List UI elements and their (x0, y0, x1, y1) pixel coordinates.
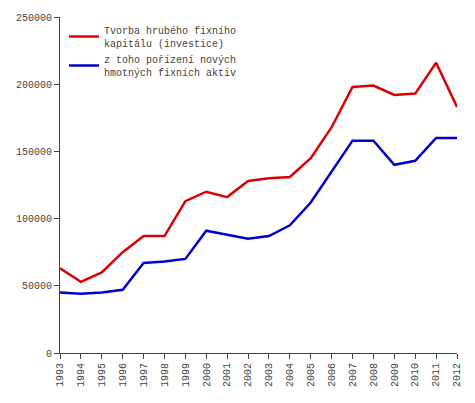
svg-text:50000: 50000 (22, 281, 52, 292)
svg-text:2003: 2003 (264, 363, 275, 387)
svg-text:2002: 2002 (243, 363, 254, 387)
svg-text:2005: 2005 (306, 363, 317, 387)
svg-text:2010: 2010 (410, 363, 421, 387)
svg-text:1993: 1993 (55, 363, 66, 387)
svg-text:250000: 250000 (16, 13, 52, 24)
svg-text:2012: 2012 (452, 363, 463, 387)
svg-text:150000: 150000 (16, 147, 52, 158)
svg-text:2004: 2004 (285, 363, 296, 387)
svg-text:2001: 2001 (222, 363, 233, 387)
svg-text:2006: 2006 (327, 363, 338, 387)
svg-text:1994: 1994 (76, 363, 87, 387)
svg-text:1996: 1996 (118, 363, 129, 387)
svg-text:2011: 2011 (431, 363, 442, 387)
svg-text:2008: 2008 (369, 363, 380, 387)
svg-text:100000: 100000 (16, 214, 52, 225)
svg-text:1998: 1998 (160, 363, 171, 387)
svg-text:2009: 2009 (390, 363, 401, 387)
svg-text:z toho pořízení novýchhmotných: z toho pořízení novýchhmotných fixních a… (104, 55, 236, 79)
svg-text:1995: 1995 (97, 363, 108, 387)
svg-text:0: 0 (46, 349, 52, 360)
svg-text:1997: 1997 (139, 363, 150, 387)
svg-text:2000: 2000 (202, 363, 213, 387)
svg-text:2007: 2007 (348, 363, 359, 387)
svg-text:200000: 200000 (16, 80, 52, 91)
svg-text:1999: 1999 (181, 363, 192, 387)
svg-text:Tvorba hrubého fixníhokapitálu: Tvorba hrubého fixníhokapitálu (investic… (104, 26, 236, 50)
